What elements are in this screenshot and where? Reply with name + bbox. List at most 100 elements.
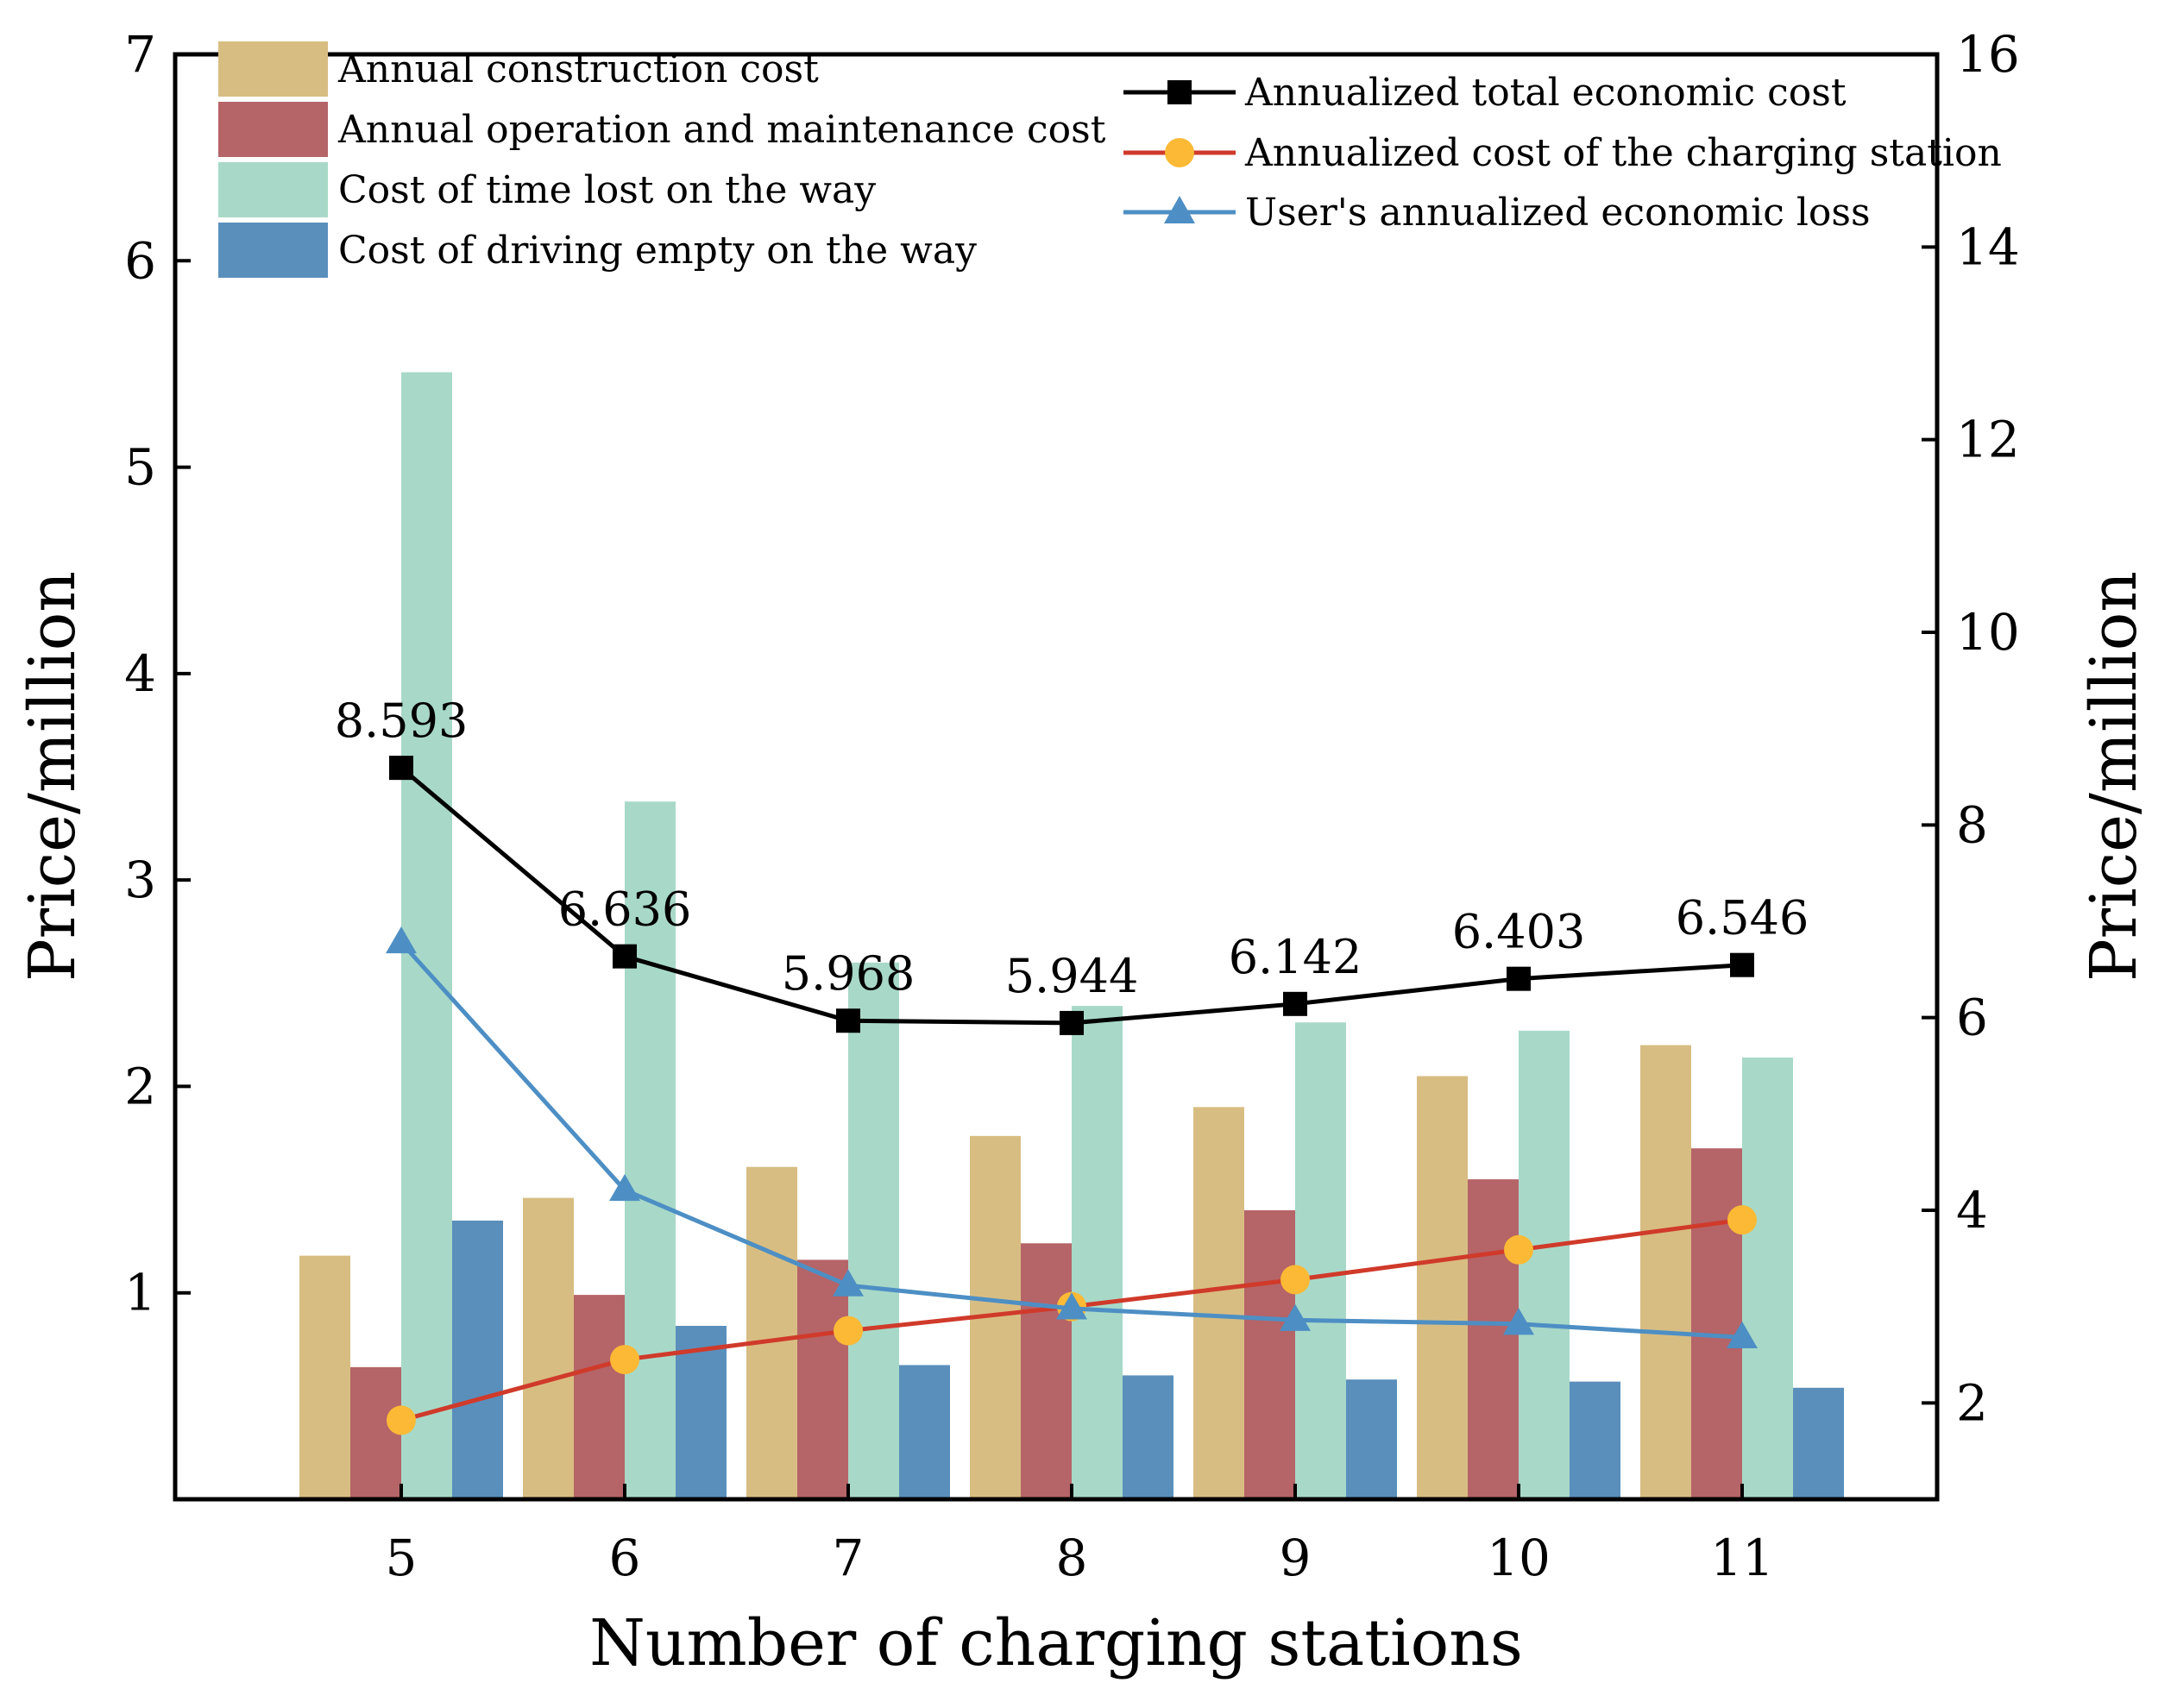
bar (848, 962, 899, 1499)
legend-marker (1167, 80, 1192, 104)
legend-swatch (218, 41, 328, 97)
y2-tick-label: 16 (1956, 25, 2020, 84)
x-tick-label: 7 (833, 1529, 865, 1587)
bar (1468, 1179, 1519, 1499)
y-tick-label: 6 (124, 231, 156, 290)
bar (1244, 1210, 1295, 1499)
bar (1570, 1381, 1620, 1499)
x-axis-title: Number of charging stations (589, 1606, 1523, 1680)
data-label-layer: 8.593 6.636 5.968 5.944 6.142 6.403 6.546 (335, 694, 1809, 1003)
point-marker (833, 1269, 864, 1297)
y-tick-label: 4 (124, 644, 156, 703)
bar (1640, 1045, 1691, 1499)
point-marker (1507, 966, 1531, 991)
x-tick-label: 9 (1280, 1529, 1312, 1587)
data-label: 5.968 (782, 946, 915, 1001)
y-tick-label: 7 (124, 25, 156, 84)
data-label: 6.142 (1229, 930, 1362, 984)
y2-tick-label: 14 (1956, 217, 2020, 276)
y2-tick-label: 10 (1956, 603, 2020, 662)
point-marker (609, 1173, 640, 1202)
y2-tick-label: 8 (1956, 795, 1988, 854)
data-label: 6.403 (1452, 905, 1586, 959)
data-label: 8.593 (335, 694, 469, 748)
data-label: 6.636 (558, 882, 692, 937)
bar (1519, 1030, 1570, 1499)
y2-tick-label: 4 (1956, 1181, 1988, 1240)
bar (299, 1255, 350, 1499)
bar (1123, 1375, 1173, 1499)
point-marker (386, 926, 417, 954)
legend-label: Annualized cost of the charging station (1244, 131, 2002, 175)
x-tick-label: 10 (1487, 1529, 1551, 1587)
y-tick-label: 5 (124, 438, 156, 497)
legend-swatch (218, 102, 328, 157)
line-layer (386, 756, 1758, 1435)
legend-marker (1165, 138, 1194, 167)
bar (574, 1295, 625, 1499)
point-marker (834, 1316, 863, 1346)
point-marker (610, 1345, 639, 1375)
point-marker (1503, 1308, 1534, 1335)
bar (350, 1366, 401, 1499)
bar-layer (299, 372, 1844, 1499)
bar (1346, 1379, 1397, 1499)
bar (1295, 1022, 1346, 1499)
point-marker (1060, 1010, 1084, 1035)
legend-marker (1164, 196, 1195, 223)
bar (1742, 1057, 1793, 1499)
y2-tick-label: 12 (1956, 411, 2020, 469)
bar (1072, 1006, 1123, 1499)
y2-tick-label: 6 (1956, 989, 1988, 1047)
bar (625, 801, 676, 1499)
y-tick-label: 2 (124, 1057, 156, 1115)
bar (1021, 1243, 1072, 1499)
point-marker (387, 1405, 416, 1435)
x-tick-label: 5 (386, 1529, 418, 1587)
legend-label: Annualized total economic cost (1244, 71, 1847, 115)
legend-label: Cost of time lost on the way (338, 168, 876, 212)
x-tick-label: 6 (609, 1529, 641, 1587)
data-label: 5.944 (1005, 949, 1139, 1003)
bar (523, 1197, 574, 1499)
point-marker (613, 944, 637, 969)
y2-tick-label: 2 (1956, 1373, 1988, 1432)
plot-frame (173, 52, 1940, 1502)
point-marker (1727, 1205, 1757, 1235)
bar (1793, 1387, 1844, 1499)
y-tick-label: 1 (124, 1264, 156, 1322)
bar (676, 1326, 727, 1499)
legend: Annual construction cost Annual operation… (218, 41, 2002, 278)
bar (797, 1259, 848, 1499)
bar (452, 1220, 503, 1499)
point-marker (836, 1008, 860, 1033)
legend-label: Annual operation and maintenance cost (337, 108, 1106, 152)
legend-label: Annual construction cost (337, 47, 819, 91)
bar (401, 372, 452, 1499)
point-marker (389, 756, 413, 781)
bar (1417, 1076, 1468, 1499)
point-marker (1283, 991, 1307, 1016)
point-marker (1727, 1321, 1758, 1348)
legend-label: User's annualized economic loss (1245, 191, 1871, 235)
bar (1193, 1107, 1244, 1499)
data-label: 6.546 (1676, 891, 1809, 945)
point-marker (1280, 1265, 1310, 1295)
bar (899, 1365, 950, 1499)
y-tick-label: 3 (124, 851, 156, 909)
legend-swatch (218, 162, 328, 217)
bar (746, 1166, 797, 1499)
x-tick-label: 11 (1710, 1529, 1774, 1587)
legend-swatch (218, 223, 328, 278)
x-tick-label: 8 (1056, 1529, 1088, 1587)
legend-label: Cost of driving empty on the way (338, 229, 977, 273)
bar (1691, 1148, 1742, 1499)
point-marker (1280, 1303, 1311, 1331)
point-marker (1056, 1292, 1087, 1320)
y-axis-title: Price/million (16, 571, 90, 982)
point-marker (1504, 1234, 1533, 1265)
point-marker (1730, 952, 1754, 977)
y2-axis-title: Price/million (2077, 571, 2151, 982)
